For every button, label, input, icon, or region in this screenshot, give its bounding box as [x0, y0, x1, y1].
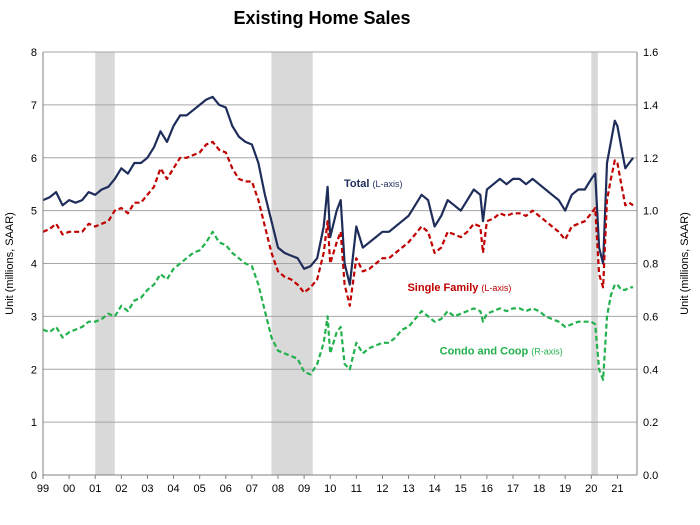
- right-y-tick-label: 0.4: [643, 364, 658, 376]
- series-label-axis-note: (L-axis): [481, 283, 511, 293]
- left-y-tick-label: 6: [31, 153, 37, 165]
- axes: [42, 52, 638, 476]
- x-tick-label: 07: [246, 483, 258, 495]
- series-label-name: Single Family: [407, 282, 481, 294]
- x-tick-label: 21: [611, 483, 623, 495]
- right-y-tick-label: 1.2: [643, 153, 658, 165]
- right-y-tick-label: 1.0: [643, 206, 658, 218]
- x-tick-label: 05: [194, 483, 206, 495]
- left-y-tick-label: 2: [31, 364, 37, 376]
- series-label-total: Total (L-axis): [344, 178, 403, 190]
- right-y-tick-label: 0.0: [643, 470, 658, 482]
- x-tick-label: 18: [533, 483, 545, 495]
- x-tick-label: 99: [37, 483, 49, 495]
- x-tick-label: 15: [455, 483, 467, 495]
- x-tick-label: 19: [559, 483, 571, 495]
- chart-title: Existing Home Sales: [233, 8, 410, 28]
- left-y-tick-label: 3: [31, 311, 37, 323]
- series-line-total: [42, 95, 634, 286]
- left-y-tick-label: 0: [31, 470, 37, 482]
- series-annotations: Total (L-axis)Single Family (L-axis)Cond…: [344, 178, 563, 358]
- right-y-tick-label: 1.4: [643, 100, 658, 112]
- x-tick-label: 20: [585, 483, 597, 495]
- x-tick-label: 06: [220, 483, 232, 495]
- x-tick-label: 08: [272, 483, 284, 495]
- series-label-single-family: Single Family (L-axis): [407, 282, 511, 294]
- series-label-axis-note: (R-axis): [531, 346, 563, 356]
- right-y-tick-label: 0.6: [643, 311, 658, 323]
- x-tick-label: 01: [89, 483, 101, 495]
- x-tick-label: 00: [63, 483, 75, 495]
- right-y-tick-label: 1.6: [643, 47, 658, 59]
- x-tick-label: 09: [298, 483, 310, 495]
- series-line-condo-and-coop: [42, 230, 634, 381]
- right-axis-label: Unit (millions, SAAR): [679, 212, 691, 315]
- x-tick-label: 13: [402, 483, 414, 495]
- x-tick-label: 10: [324, 483, 336, 495]
- series-line-single-family: [42, 140, 634, 307]
- right-y-tick-label: 0.2: [643, 417, 658, 429]
- x-tick-label: 16: [481, 483, 493, 495]
- left-y-tick-label: 5: [31, 206, 37, 218]
- left-axis-ticks: 0 1 2 3 4 5 6 7 8: [31, 47, 37, 482]
- x-tick-label: 12: [376, 483, 388, 495]
- x-tick-label: 04: [167, 483, 179, 495]
- right-y-tick-label: 0.8: [643, 259, 658, 271]
- x-tick-label: 17: [507, 483, 519, 495]
- x-axis-ticks: 99 00 01 02 03 04 05 06 07 08 09 10 11 12 13 14 15 16 17 18…: [37, 475, 624, 495]
- left-y-tick-label: 1: [31, 417, 37, 429]
- left-axis-label: Unit (millions, SAAR): [4, 212, 16, 315]
- left-y-tick-label: 4: [31, 259, 37, 271]
- series-lines: [42, 95, 634, 381]
- x-tick-label: 03: [141, 483, 153, 495]
- series-label-name: Total: [344, 178, 373, 190]
- left-y-tick-label: 7: [31, 100, 37, 112]
- x-tick-label: 02: [115, 483, 127, 495]
- right-axis-ticks: 0.0 0.2 0.4 0.6 0.8 1.0 1.2 1.4 1.6: [643, 47, 658, 482]
- left-y-tick-label: 8: [31, 47, 37, 59]
- series-label-name: Condo and Coop: [440, 345, 532, 357]
- series-label-condo-and-coop: Condo and Coop (R-axis): [440, 345, 563, 357]
- x-tick-label: 11: [351, 483, 362, 495]
- gridlines: [43, 51, 637, 423]
- x-tick-label: 14: [429, 483, 441, 495]
- series-label-axis-note: (L-axis): [373, 179, 403, 189]
